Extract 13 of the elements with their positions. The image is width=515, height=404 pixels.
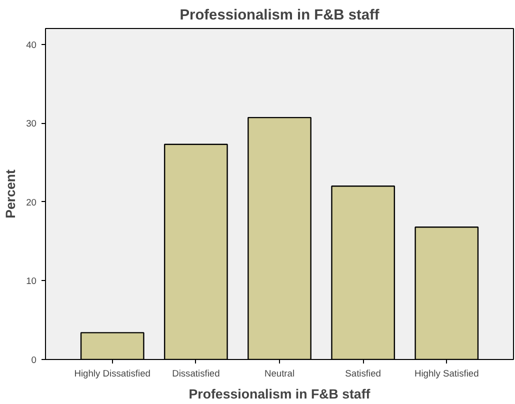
x-axis-title: Professionalism in F&B staff [188, 386, 371, 402]
x-tick-label: Highly Satisfied [414, 368, 479, 378]
chart-title: Professionalism in F&B staff [180, 8, 380, 24]
y-tick-label: 20 [26, 197, 37, 208]
y-tick-label: 40 [26, 40, 37, 50]
y-tick-label: 0 [31, 355, 37, 365]
x-tick-label: Highly Dissatisfied [74, 368, 150, 378]
x-tick-label: Neutral [264, 368, 295, 378]
x-tick-label: Dissatisfied [172, 368, 220, 378]
y-tick-label: 10 [26, 276, 37, 286]
y-tick-label: 30 [26, 118, 37, 129]
x-tick-label: Satisfied [345, 368, 381, 378]
y-axis-title: Percent [3, 168, 18, 218]
